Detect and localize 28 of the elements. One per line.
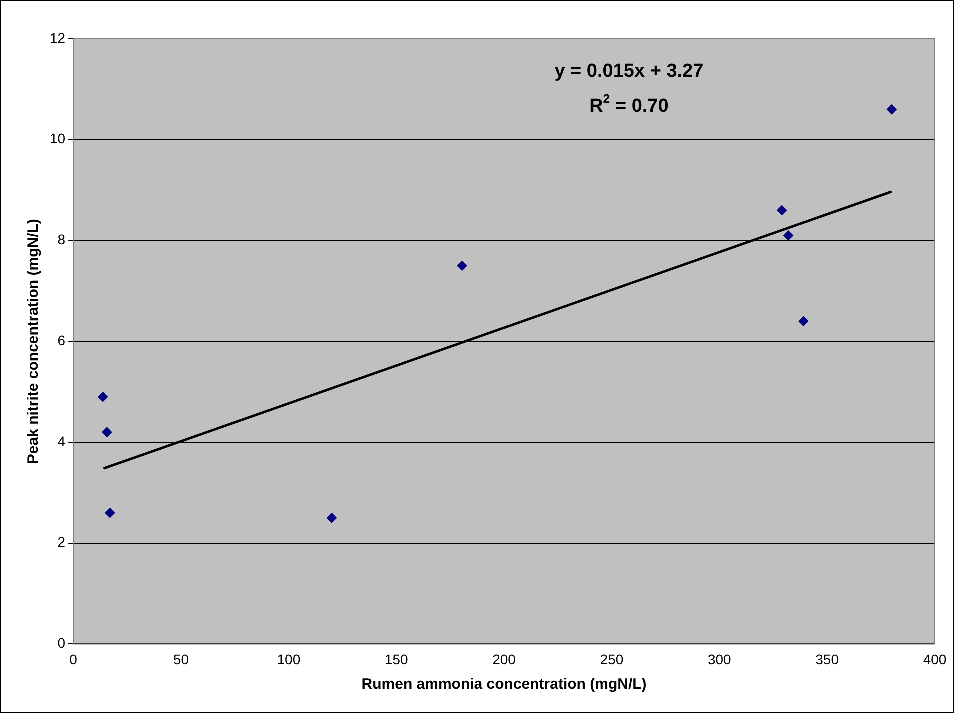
x-tick-label: 200 <box>492 651 516 668</box>
point <box>102 427 112 438</box>
point <box>327 513 337 524</box>
y-tick-label: 12 <box>50 30 66 46</box>
x-tick-label: 50 <box>173 651 190 668</box>
point <box>784 230 794 241</box>
annotation: y = 0.015x + 3.27 <box>554 61 704 82</box>
point <box>777 205 788 216</box>
x-tick-label: 400 <box>923 651 947 668</box>
point <box>457 260 468 271</box>
x-tick-label: 350 <box>816 651 840 668</box>
y-tick-label: 8 <box>58 232 66 248</box>
point <box>105 508 116 518</box>
x-tick-label: 150 <box>384 651 408 668</box>
x-tick-label: 250 <box>600 651 624 668</box>
point <box>886 104 897 115</box>
y-tick-label: 6 <box>58 332 66 348</box>
y-tick-label: 10 <box>50 130 66 147</box>
y-tick-label: 2 <box>58 534 66 550</box>
x-tick-label: 100 <box>277 651 301 668</box>
x-axis-title: Rumen ammonia concentration (mgN/L) <box>362 676 647 694</box>
point <box>798 316 809 326</box>
y-tick-label: 4 <box>58 433 66 450</box>
x-tick-label: 0 <box>70 651 78 668</box>
point <box>98 392 108 402</box>
y-tick-label: 0 <box>58 635 66 652</box>
y-axis-title: Peak nitrite concentration (mgN/L) <box>25 219 42 464</box>
x-tick-label: 300 <box>708 651 732 668</box>
